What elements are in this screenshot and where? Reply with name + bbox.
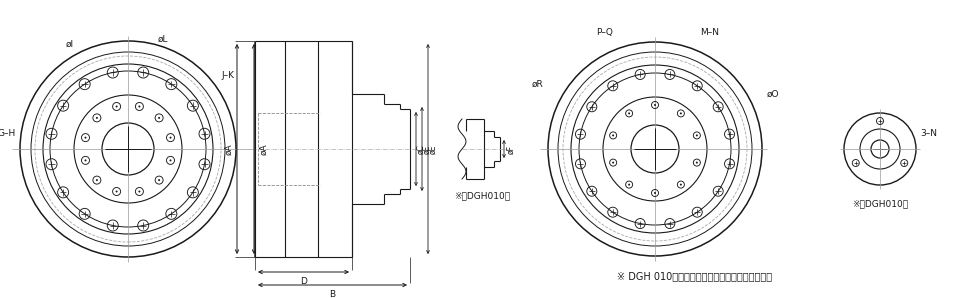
Circle shape — [612, 134, 614, 136]
Text: øE: øE — [429, 144, 438, 154]
Text: G–H: G–H — [0, 130, 16, 139]
Text: øI: øI — [66, 40, 74, 49]
Circle shape — [696, 162, 698, 164]
Text: øA: øA — [259, 143, 268, 155]
Circle shape — [680, 112, 682, 114]
Circle shape — [680, 184, 682, 186]
Circle shape — [84, 159, 86, 162]
Circle shape — [654, 104, 656, 106]
Circle shape — [138, 190, 140, 193]
Circle shape — [138, 105, 140, 108]
Text: P–Q: P–Q — [596, 28, 613, 37]
Text: M–N: M–N — [701, 28, 719, 37]
Text: 3–N: 3–N — [920, 130, 937, 139]
Circle shape — [696, 134, 698, 136]
Text: ※ DGH 010のみ高速軸のタップ位置が異なります: ※ DGH 010のみ高速軸のタップ位置が異なります — [617, 271, 773, 281]
Circle shape — [115, 190, 118, 193]
Circle shape — [158, 117, 160, 119]
Circle shape — [628, 184, 630, 186]
Text: ※［DGH010］: ※［DGH010］ — [454, 191, 510, 200]
Text: D: D — [300, 277, 307, 286]
Text: øF: øF — [506, 145, 515, 153]
Text: øC: øC — [417, 144, 426, 154]
Circle shape — [628, 112, 630, 114]
Text: øA: øA — [224, 143, 233, 155]
Text: øF: øF — [423, 145, 432, 153]
Circle shape — [170, 159, 172, 162]
Circle shape — [654, 192, 656, 194]
Text: øR: øR — [531, 80, 543, 89]
Circle shape — [612, 162, 614, 164]
Text: ※［DGH010］: ※［DGH010］ — [852, 199, 908, 208]
Circle shape — [84, 136, 86, 139]
Circle shape — [115, 105, 118, 108]
Text: øO: øO — [767, 89, 780, 99]
Text: B: B — [329, 290, 336, 298]
Circle shape — [158, 179, 160, 181]
Circle shape — [96, 179, 98, 181]
Text: øL: øL — [158, 35, 169, 44]
Circle shape — [170, 136, 172, 139]
Circle shape — [96, 117, 98, 119]
Text: J–K: J–K — [221, 72, 234, 80]
